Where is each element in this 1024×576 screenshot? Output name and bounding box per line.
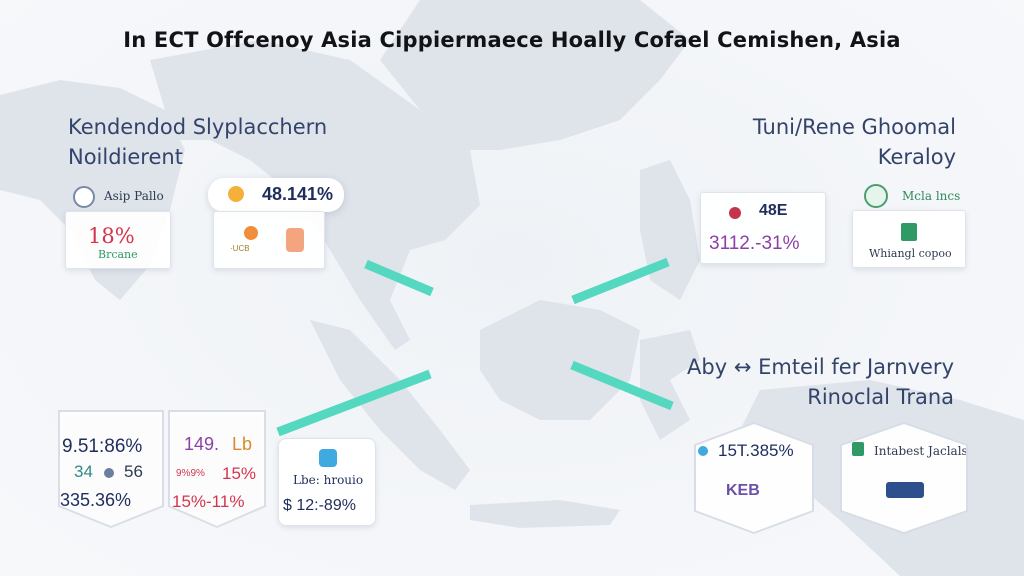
heading-line: Kendendod Slyplacchern [68, 115, 328, 139]
shield-line: 34 [74, 462, 93, 481]
page-title: In ECT Offcenoy Asia Cippiermaece Hoally… [123, 28, 901, 52]
info-icon [698, 446, 708, 456]
flag-icon [729, 207, 741, 219]
shield-line: 9.51:86% [62, 436, 143, 457]
shield-line: 9%9% [176, 468, 205, 479]
card-sub: KEB [726, 482, 760, 499]
connector-line [571, 257, 670, 305]
shield-line: 149. [184, 434, 220, 454]
badge-icon [852, 442, 864, 456]
coin-icon [228, 186, 244, 202]
card-box: 18% Brcane [65, 211, 171, 269]
hex-box: 15T.385% KEB [696, 424, 812, 532]
card-icon [886, 482, 924, 498]
card-top-mid-right: 48E 3112.-31% [700, 192, 826, 264]
card-range: 3112.-31% [709, 233, 800, 254]
card-value: 48E [759, 202, 788, 219]
connector-line [364, 259, 434, 297]
heading-line: Tuni/Rene Ghoomal [752, 115, 956, 139]
card-value: $ 12:-89% [283, 497, 356, 514]
document-icon [286, 228, 304, 252]
heading-top-right: Tuni/Rene Ghoomal Keraloy [753, 112, 956, 172]
shield-line: 15% [222, 464, 257, 483]
pill-value: 48.141% [262, 184, 334, 204]
pill-box: 48.141% [208, 178, 344, 212]
shield-line: 15%-11% [172, 492, 245, 511]
heading-top-left: Kendendod Slyplacchern Noildierent [68, 112, 327, 172]
card-sub: Brcane [98, 248, 138, 261]
bag-icon [901, 223, 917, 241]
card-label: Asip Pallo [104, 189, 164, 203]
arrow-icon [104, 468, 114, 478]
card-label: Intabest Jaclals [874, 444, 968, 458]
card-box: Whiangl copoo [852, 210, 966, 268]
connector-line [276, 369, 432, 437]
chart-icon [244, 226, 258, 240]
shield-box: 149. Lb 9%9% 15% 15%-11% [170, 412, 264, 526]
globe-icon [73, 186, 95, 208]
shield-line: 56 [124, 462, 143, 481]
shield-box: 9.51:86% 34 56 335.36% [60, 412, 162, 526]
heading-line: Noildierent [68, 145, 183, 169]
app-icon [319, 449, 337, 467]
connector-line [570, 360, 674, 411]
card-label: Lbe: hrouio [293, 473, 364, 487]
card-sub: Whiangl copoo [869, 247, 952, 260]
hex-box: Intabest Jaclals [842, 424, 966, 532]
heading-line: Keraloy [877, 145, 956, 169]
card-box: ·UCB [213, 211, 325, 269]
heading-line: Rinoclal Trana [807, 385, 954, 409]
shield-line: Lb [232, 434, 253, 454]
card-value: 15T.385% [718, 441, 794, 460]
heading-bottom-right: Aby ↔ Emteil fer Jarnvery Rinoclal Trana [687, 352, 954, 412]
card-label: Mcla lncs [902, 189, 961, 203]
globe-icon [864, 184, 888, 208]
card-sub: ·UCB [230, 244, 250, 253]
heading-line: Aby ↔ Emteil fer Jarnvery [687, 355, 954, 379]
shield-line: 335.36% [60, 490, 132, 510]
card-bottom-mid: Lbe: hrouio $ 12:-89% [278, 438, 376, 526]
card-value: 18% [88, 224, 135, 248]
